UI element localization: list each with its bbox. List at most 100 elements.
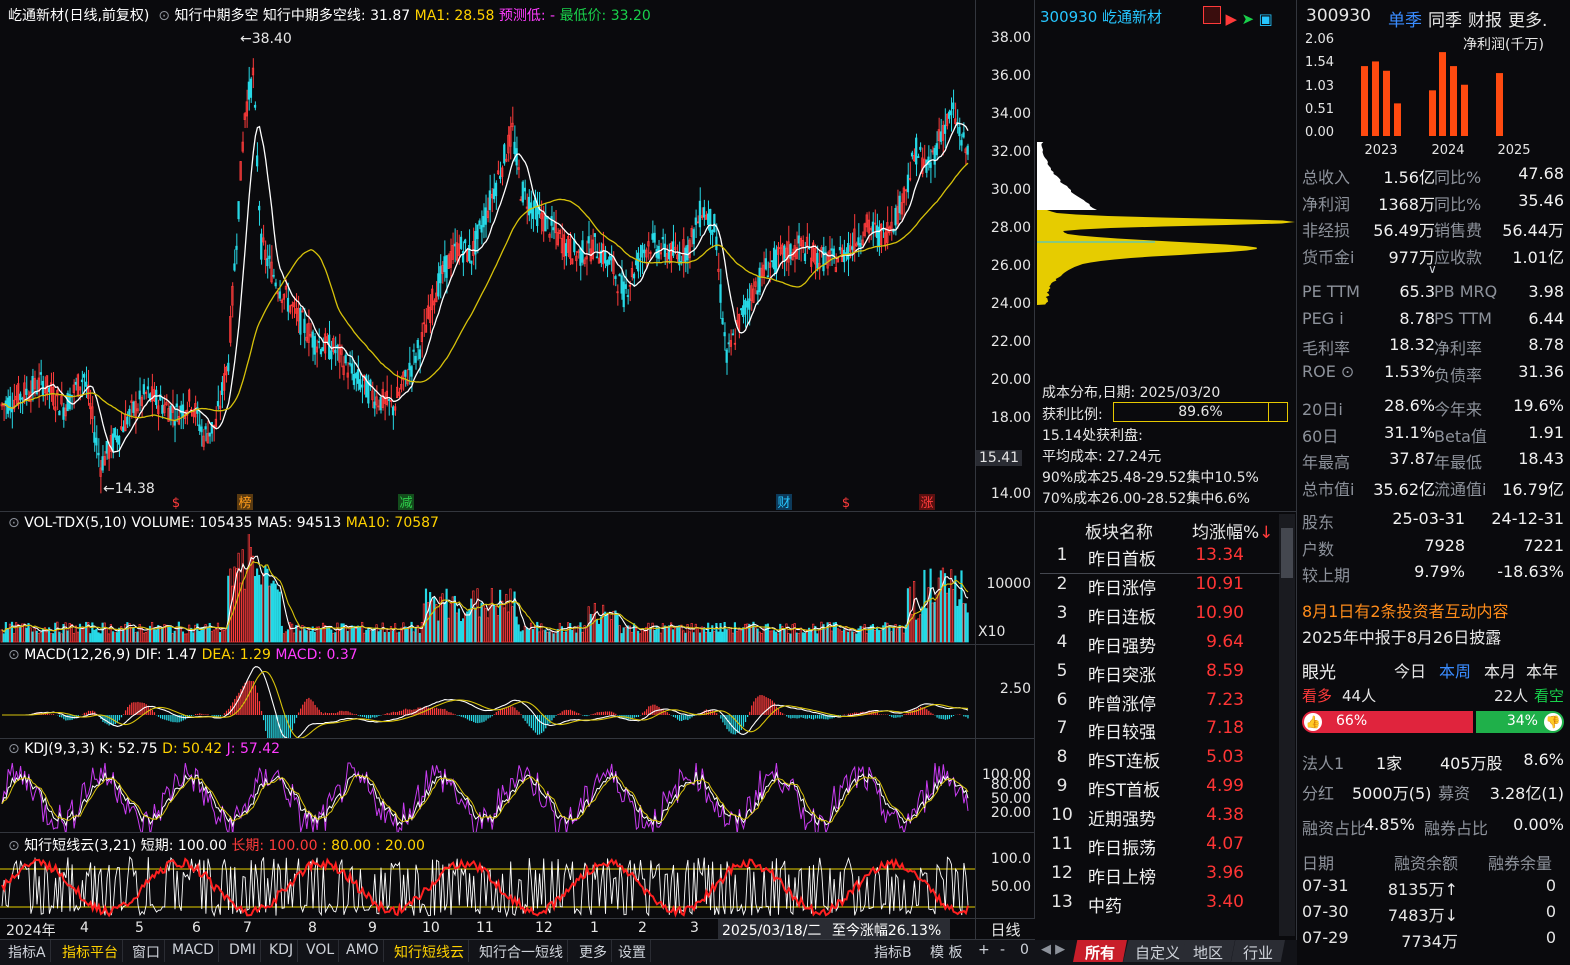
fin-tab[interactable]: 财报 [1468,11,1502,31]
event-marker[interactable]: 涨 [919,494,935,511]
sentiment-bar[interactable]: 👍 66% 34% 👎 [1302,711,1564,733]
macd-panel[interactable]: ⊙ MACD(12,26,9) DIF: 1.47 DEA: 1.29 MACD… [0,645,1035,739]
bottom-tab[interactable]: KDJ [265,940,299,962]
cost-distribution-panel[interactable]: 300930 屹通新材 ▶ ➤ ▣ 成本分布,日期: 2025/03/20 获利… [1035,0,1297,512]
volume-bar [857,628,860,643]
volume-chart[interactable] [0,534,975,644]
bull-bar[interactable]: 👍 66% [1302,711,1473,733]
event-marker[interactable]: 减 [398,494,414,511]
bottom-right-tab[interactable]: 模 板 [930,945,963,961]
bottom-tab[interactable]: DMI [225,940,261,962]
indicator-toggle-icon[interactable]: ⊙ [153,8,171,24]
volume-bar [779,623,782,643]
cloud-chart[interactable] [0,855,975,919]
sector-row[interactable]: 6 昨曾涨停 7.23 [1040,690,1280,719]
main-chart-panel[interactable]: 屹通新材(日线,前复权) ⊙ 知行中期多空 知行中期多空线: 31.87 MA1… [0,0,1035,512]
bottom-right-tab[interactable]: 指标B [874,945,912,961]
cloud-short: 短期: 100.00 [140,838,227,854]
sector-tab[interactable]: 行业 [1231,940,1286,962]
kdj-toggle-icon[interactable]: ⊙ [8,741,20,757]
volume-bar [851,631,854,643]
sector-tab[interactable]: 地区 [1181,940,1236,962]
volume-bar [746,623,749,643]
bottom-right-tab[interactable]: 0 [1020,942,1029,958]
candle [564,239,568,266]
notice-report[interactable]: 2025年中报于8月26日披露 [1302,628,1502,647]
candle [812,240,815,263]
sector-row[interactable]: 9 昨ST首板 4.99 [1040,776,1280,805]
fin-tab[interactable]: 同季 [1428,11,1462,31]
sector-scrollbar[interactable] [1279,514,1295,936]
bear-bar[interactable]: 34% 👎 [1475,711,1564,733]
sector-row[interactable]: 4 昨日强势 9.64 [1040,632,1280,661]
macd-chart[interactable] [0,665,975,738]
volume-bar [482,605,485,643]
volume-bar [369,630,372,643]
eye-tab[interactable]: 本周 [1439,662,1472,681]
bottom-tab[interactable]: 知行合一短线 [475,940,568,962]
fin-expand-icon[interactable]: ∨ [1428,262,1437,276]
event-marker[interactable]: 财 [776,494,792,511]
eye-tab[interactable]: 今日 [1394,662,1427,681]
sector-col-change[interactable]: 均涨幅%↓ [1192,518,1273,543]
sector-row[interactable]: 2 昨日涨停 10.91 [1040,574,1280,603]
fin-tab[interactable]: 单季 [1388,11,1422,31]
volume-bar [303,628,306,643]
bottom-right-tab[interactable]: - [1000,942,1006,958]
volume-bar [478,616,481,643]
sector-row[interactable]: 3 昨日连板 10.90 [1040,603,1280,632]
candlestick-chart[interactable]: ←38.40 ←14.38 $ 榜 减 财 $ 涨 [0,25,975,512]
candle [527,189,531,222]
sector-row[interactable]: 8 昨ST连板 5.03 [1040,747,1280,776]
sector-tab[interactable]: 所有 [1073,940,1128,962]
kdj-chart[interactable] [0,759,975,832]
sector-row[interactable]: 7 昨日较强 7.18 [1040,718,1280,747]
price-axis-label: 20.00 [990,372,1031,388]
candle [253,101,257,111]
bottom-tab[interactable]: MACD [168,940,219,962]
sector-prev-icon[interactable]: ◀ ▶ [1041,942,1066,957]
bottom-right-tab[interactable]: + [978,942,990,958]
cost-flag-red-icon[interactable]: ▶ [1225,10,1237,28]
sector-row[interactable]: 10 近期强势 4.38 [1040,805,1280,834]
sector-row[interactable]: 5 昨日突涨 8.59 [1040,661,1280,690]
event-marker[interactable]: $ [842,496,850,511]
bottom-tab[interactable]: VOL [302,940,340,962]
sector-scroll-thumb[interactable] [1281,528,1293,578]
sector-row[interactable]: 12 昨日上榜 3.96 [1040,863,1280,892]
event-marker[interactable]: $ [172,496,180,511]
sector-row[interactable]: 13 中药 3.40 [1040,892,1280,921]
kdj-panel[interactable]: ⊙ KDJ(9,3,3) K: 52.75 D: 50.42 J: 57.42 … [0,739,1035,833]
cost-flag-green-icon[interactable]: ➤ [1241,10,1255,28]
cost-chart-icon[interactable] [1203,6,1221,24]
macd-toggle-icon[interactable]: ⊙ [8,647,20,663]
bottom-tab[interactable]: 设置 [614,940,651,962]
cloud-toggle-icon[interactable]: ⊙ [8,838,20,854]
volume-panel[interactable]: ⊙ VOL-TDX(5,10) VOLUME: 105435 MA5: 9451… [0,512,1035,645]
eye-tab[interactable]: 本年 [1526,662,1559,681]
sector-row[interactable]: 11 昨日振荡 4.07 [1040,834,1280,863]
fin-tab[interactable]: 更多. [1508,11,1548,31]
sector-tab[interactable]: 自定义 [1123,940,1193,962]
volume-bar [39,632,42,643]
fin-x-label: 2025 [1497,143,1530,158]
notice-interaction[interactable]: 8月1日有2条投资者互动内容 [1302,602,1509,621]
stock-title[interactable]: 屹通新材(日线,前复权) [8,8,150,24]
bottom-tab[interactable]: 指标平台 [58,940,123,962]
sector-row[interactable]: 1 昨日首板 13.34 [1040,545,1280,574]
indicator-line-value: 知行中期多空线: 31.87 [262,8,411,24]
volume-toggle-icon[interactable]: ⊙ [8,515,20,531]
bottom-tab[interactable]: 指标A [4,940,51,962]
cost-image-icon[interactable]: ▣ [1258,10,1273,28]
candle [293,296,296,319]
volume-bar [109,624,112,643]
bottom-tab[interactable]: 更多 [575,940,612,962]
eye-tab[interactable]: 本月 [1484,662,1517,681]
bottom-tab[interactable]: AMO [342,940,384,962]
sector-col-name[interactable]: 板块名称 [1085,523,1153,543]
period-label[interactable]: 日线 [975,919,1035,939]
event-marker[interactable]: 榜 [237,494,253,511]
bottom-tab[interactable]: 窗口 [128,940,165,962]
cloud-panel[interactable]: ⊙ 知行短线云(3,21) 短期: 100.00 长期: 100.00 : 80… [0,833,1035,919]
bottom-tab[interactable]: 知行短线云 [390,940,469,962]
